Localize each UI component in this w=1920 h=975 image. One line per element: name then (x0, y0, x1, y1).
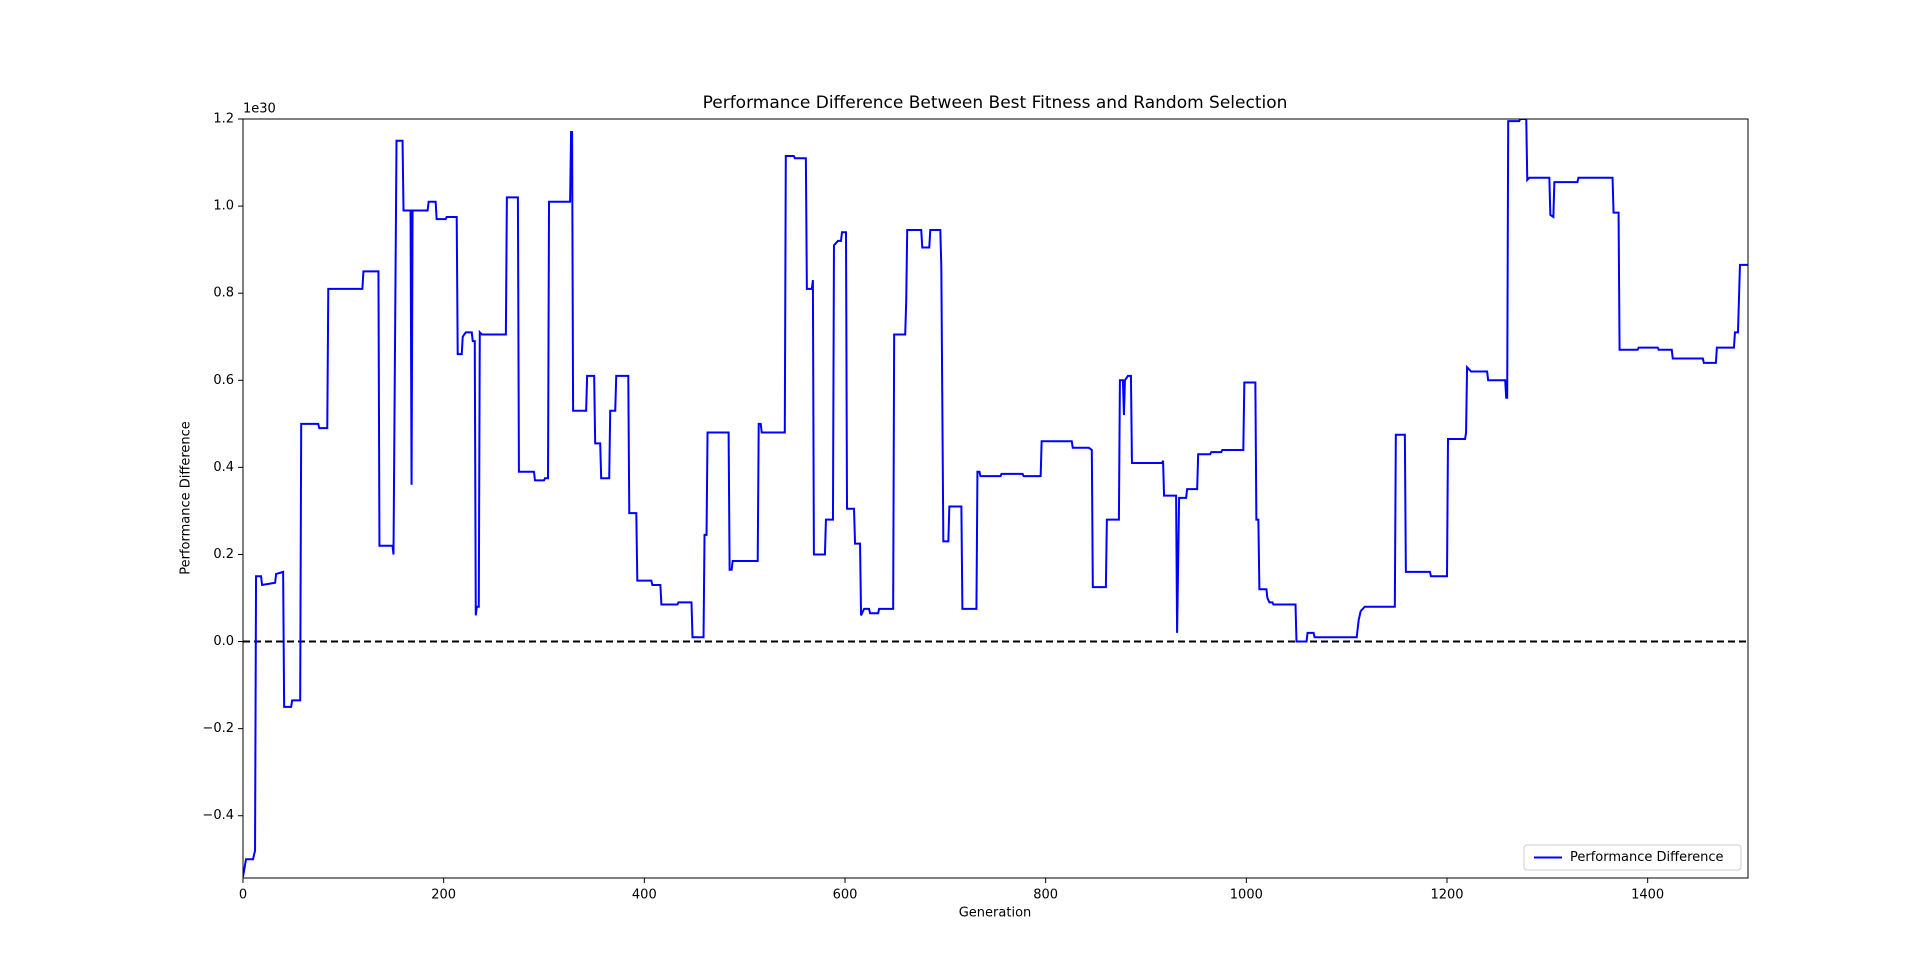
y-tick-label: 1.0 (213, 199, 234, 214)
y-tick-label: −0.2 (202, 721, 234, 736)
data-line (243, 119, 1748, 877)
y-tick-label: 0.6 (213, 373, 234, 388)
y-tick-label: 1.2 (213, 112, 234, 127)
y-tick-label: 0.8 (213, 286, 234, 301)
y-tick-label: −0.4 (202, 808, 234, 823)
plot-frame (242, 118, 1749, 879)
y-tick-label: 0.4 (213, 460, 234, 475)
x-axis-label: Generation (959, 906, 1032, 921)
legend-label: Performance Difference (1570, 850, 1724, 865)
x-tick-label: 200 (431, 888, 456, 903)
y-axis-label: Performance Difference (179, 421, 194, 575)
y-tick-label: 0.2 (213, 547, 234, 562)
chart-title: Performance Difference Between Best Fitn… (703, 93, 1288, 113)
x-tick-label: 600 (833, 888, 858, 903)
x-tick-label: 0 (239, 888, 247, 903)
y-offset-label: 1e30 (243, 102, 276, 117)
x-tick-label: 800 (1033, 888, 1058, 903)
x-tick-label: 1400 (1631, 888, 1664, 903)
x-tick-label: 1000 (1230, 888, 1263, 903)
legend-box (1523, 844, 1742, 871)
y-tick-label: 0.0 (213, 634, 234, 649)
x-tick-label: 1200 (1430, 888, 1463, 903)
x-tick-label: 400 (632, 888, 657, 903)
